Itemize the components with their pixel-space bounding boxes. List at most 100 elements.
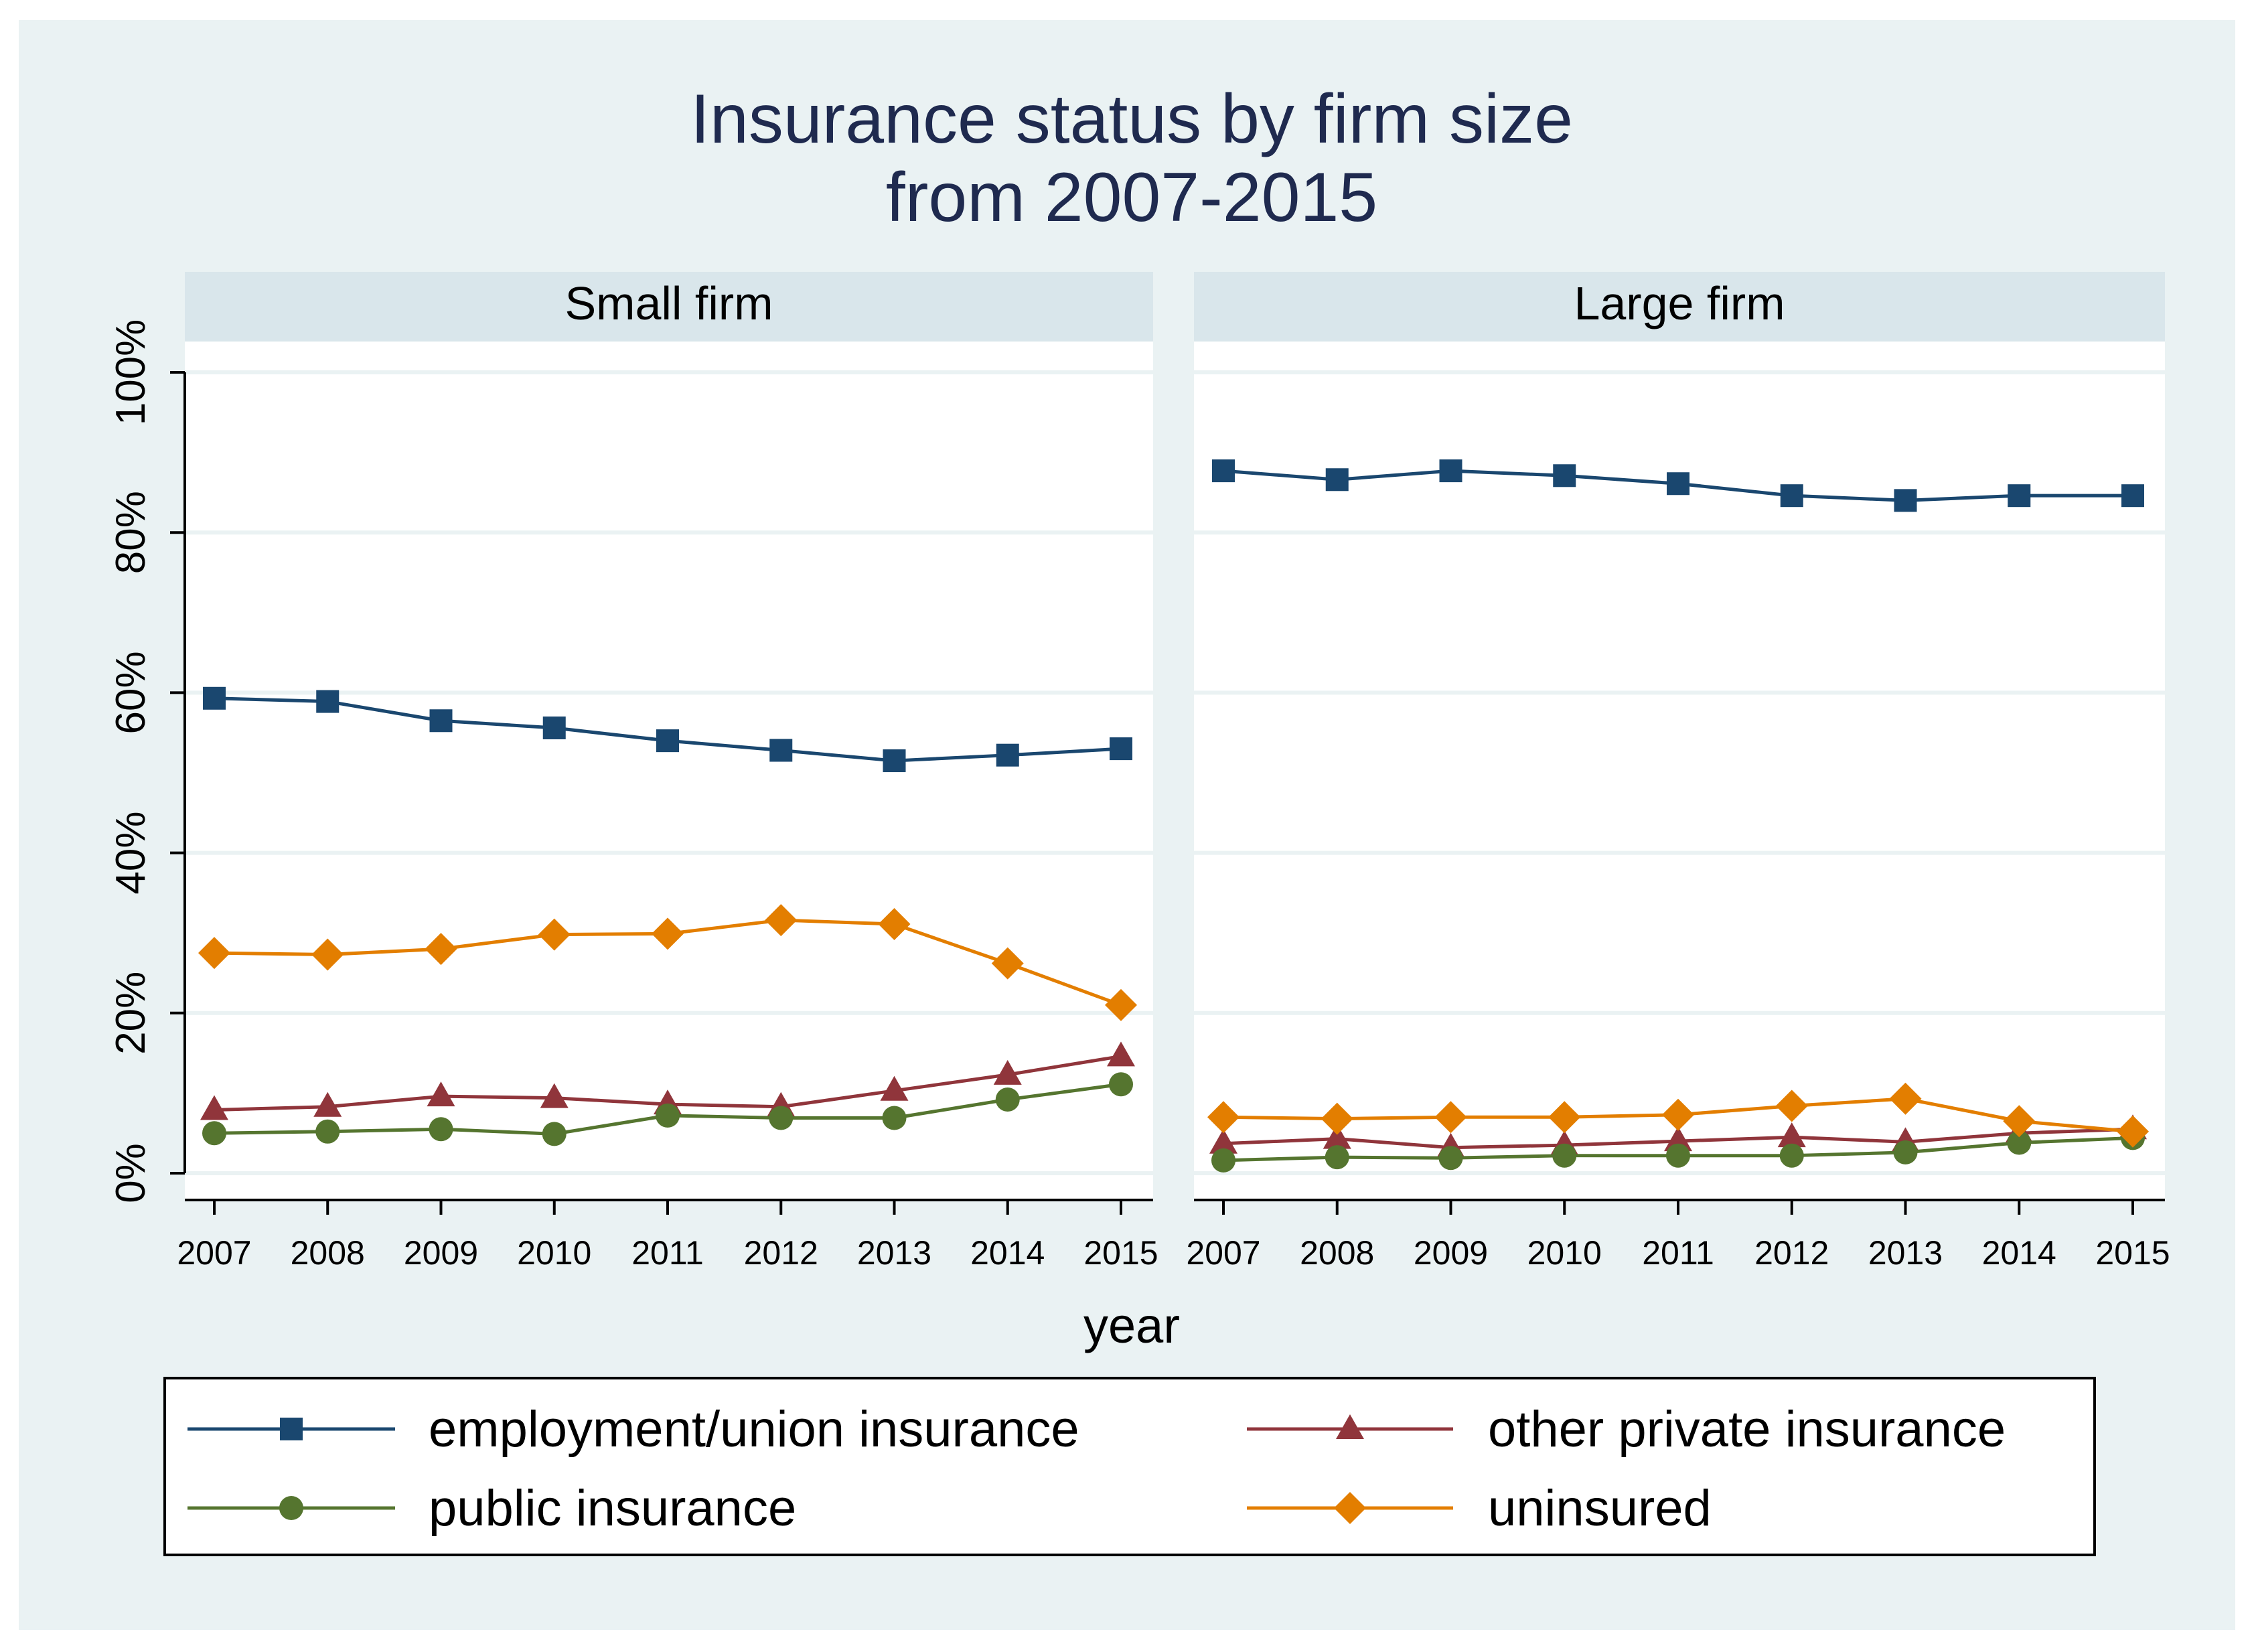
data-point-diamond [1321,1102,1353,1135]
x-tick-label: 2012 [1754,1234,1829,1272]
data-point-circle [882,1106,907,1130]
x-tick-label: 2010 [1527,1234,1602,1272]
x-tick-label: 2014 [970,1234,1045,1272]
data-point-diamond [198,937,230,970]
data-point-circle [202,1121,226,1146]
series-uninsured [198,904,1137,1021]
data-point-circle [995,1087,1020,1112]
legend-label: uninsured [1488,1480,1712,1537]
x-tick-label: 2015 [2095,1234,2170,1272]
data-point-square [2008,484,2031,508]
y-tick-label: 100% [108,319,154,426]
data-point-diamond [2117,1115,2149,1148]
data-point-square [996,743,1019,767]
data-point-square [429,709,453,733]
data-point-square [203,686,226,710]
legend-item-employment: employment/union insurance [187,1401,1079,1458]
x-tick-label: 2011 [1642,1234,1714,1272]
data-point-diamond [1889,1082,1922,1115]
x-tick-label: 2007 [177,1234,251,1272]
data-point-diamond [765,904,798,937]
data-point-square [769,739,793,762]
data-point-square [1325,468,1349,492]
data-point-circle [1552,1143,1577,1168]
panels-layer: Small firm 0% 20% 40% 60% 80% 100% 2007 2008 2009… [108,272,2170,1272]
data-point-square [1439,459,1462,483]
data-point-diamond [1775,1090,1808,1122]
x-axis-label: year [1083,1298,1180,1353]
data-point-circle [1666,1143,1690,1168]
y-tick-label: 40% [108,812,154,895]
data-point-circle [1211,1148,1235,1173]
panel-large-firm: Large firm 2007 2008 2009 2010 2011 2012 2013 20… [1186,272,2170,1272]
data-point-triangle [880,1075,909,1101]
legend-label: employment/union insurance [429,1401,1079,1458]
data-point-triangle [313,1092,342,1117]
series-public [202,1072,1133,1146]
legend-item-uninsured: uninsured [1247,1480,1712,1537]
legend: employment/union insurance other private … [163,1377,2096,1556]
data-point-square [2121,484,2144,508]
data-point-diamond [425,933,457,966]
data-point-triangle [1777,1122,1806,1148]
data-point-circle [315,1119,340,1144]
data-point-triangle [1107,1041,1135,1067]
data-point-square [316,690,340,713]
x-tick-label: 2008 [1300,1234,1374,1272]
legend-label: public insurance [429,1480,796,1537]
data-point-diamond [878,908,911,941]
x-tick-label: 2007 [1186,1234,1260,1272]
panel-small-firm: Small firm 0% 20% 40% 60% 80% 100% 2007 2008 2009… [108,272,1158,1272]
x-tick-label: 2009 [1414,1234,1488,1272]
data-point-circle [1109,1072,1133,1097]
data-point-circle [656,1103,680,1128]
panel-strip-label: Small firm [565,277,773,329]
data-point-circle [429,1117,453,1142]
data-point-circle [1325,1145,1349,1170]
data-point-triangle [427,1081,455,1107]
data-point-triangle [1323,1124,1351,1149]
data-point-diamond [991,947,1024,980]
chart-title-line-1: Insurance status by firm size [690,80,1573,158]
x-tick-label: 2013 [1868,1234,1943,1272]
y-tick-label: 60% [108,651,154,734]
data-point-square [1110,737,1132,761]
data-point-diamond [1207,1101,1239,1134]
data-point-circle [1438,1146,1463,1171]
data-point-triangle [1209,1128,1237,1154]
chart-title-line-2: from 2007-2015 [886,159,1377,236]
y-tick-label: 20% [108,972,154,1055]
series-employment [203,686,1132,773]
data-point-triangle [540,1083,569,1108]
plot-area [185,342,1153,1200]
data-point-diamond [652,917,684,950]
series-public [1211,1126,2145,1173]
x-tick-label: 2008 [291,1234,365,1272]
legend-box [163,1377,2096,1556]
data-point-diamond [1662,1098,1694,1131]
data-point-circle [2007,1130,2032,1155]
x-tick-label: 2015 [1083,1234,1158,1272]
data-point-triangle [200,1095,228,1120]
series-employment [1212,459,2144,512]
data-point-diamond [1105,988,1137,1021]
panel-strip [185,272,1153,342]
data-point-square [1780,484,1803,508]
data-point-square [1212,459,1235,483]
x-tick-label: 2010 [517,1234,591,1272]
data-point-circle [542,1122,567,1146]
legend-marker-square [280,1418,303,1440]
data-point-diamond [1548,1101,1581,1134]
legend-marker-circle [279,1496,303,1520]
x-tick-label: 2009 [404,1234,478,1272]
panel-strip [1194,272,2165,342]
x-tick-label: 2011 [631,1234,704,1272]
x-tick-label: 2013 [857,1234,931,1272]
data-point-square [883,749,906,773]
data-point-circle [1779,1143,1804,1168]
data-point-square [1667,472,1689,496]
data-point-square [1894,489,1917,512]
x-tick-label: 2014 [1982,1234,2056,1272]
